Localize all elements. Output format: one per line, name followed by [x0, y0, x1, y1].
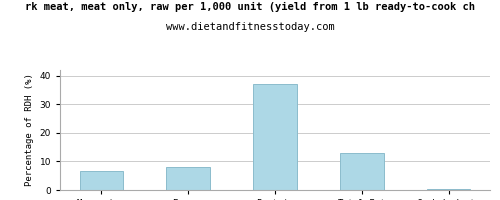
Bar	[254, 84, 296, 190]
Bar	[340, 153, 384, 190]
Bar	[427, 189, 470, 190]
Bar	[80, 171, 123, 190]
Text: www.dietandfitnesstoday.com: www.dietandfitnesstoday.com	[166, 22, 334, 32]
Y-axis label: Percentage of RDH (%): Percentage of RDH (%)	[25, 74, 34, 186]
Text: rk meat, meat only, raw per 1,000 unit (yield from 1 lb ready-to-cook ch: rk meat, meat only, raw per 1,000 unit (…	[25, 2, 475, 12]
Bar	[166, 167, 210, 190]
